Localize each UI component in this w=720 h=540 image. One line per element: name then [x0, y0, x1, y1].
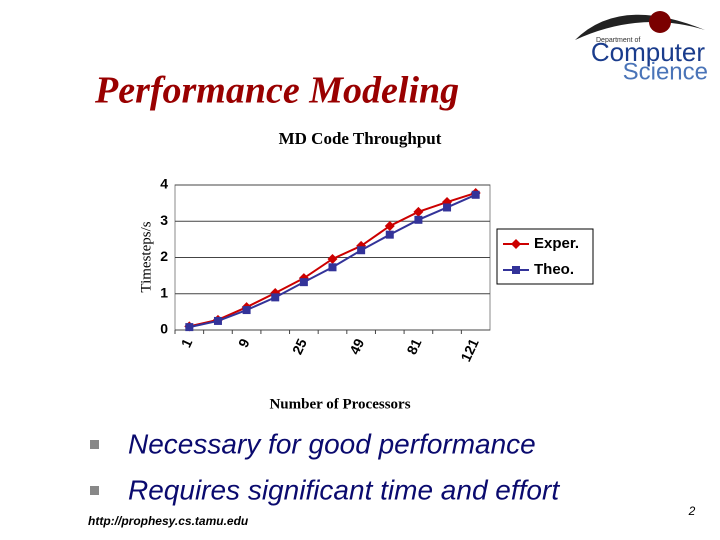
bullet-marker — [90, 486, 99, 495]
logo-text: Computer — [591, 37, 705, 67]
data-point — [271, 293, 280, 302]
x-tick-label: 81 — [403, 336, 424, 357]
data-point — [185, 323, 194, 332]
legend-label: Exper. — [534, 235, 579, 252]
legend-label: Theo. — [534, 261, 574, 278]
y-tick-label: 4 — [160, 176, 168, 192]
data-point — [242, 306, 251, 315]
slide-title: Performance Modeling — [94, 70, 459, 112]
logo-seal — [649, 11, 671, 33]
data-point — [471, 190, 480, 199]
data-point — [328, 263, 337, 272]
legend-marker — [512, 266, 520, 274]
bullet-marker — [90, 440, 99, 449]
data-point — [213, 316, 222, 325]
data-point — [413, 206, 424, 217]
y-tick-label: 3 — [160, 212, 168, 228]
x-axis-label: Number of Processors — [269, 396, 410, 412]
x-tick-label: 121 — [457, 336, 481, 364]
y-tick-label: 1 — [160, 284, 168, 300]
data-point — [299, 278, 308, 287]
bullet-text: Requires significant time and effort — [128, 474, 560, 505]
legend — [496, 228, 594, 285]
y-axis-label: Timesteps/s — [138, 221, 154, 292]
logo-text: Science — [623, 58, 708, 85]
data-point — [384, 220, 395, 231]
data-point — [414, 215, 423, 224]
data-point — [357, 246, 366, 255]
footer-url: http://prophesy.cs.tamu.edu — [88, 514, 249, 528]
chart-title: MD Code Throughput — [279, 129, 442, 148]
y-tick-label: 2 — [160, 248, 168, 264]
page-number: 2 — [688, 504, 696, 518]
x-tick-label: 1 — [178, 336, 196, 350]
data-point — [443, 203, 452, 212]
x-tick-label: 25 — [289, 336, 310, 357]
x-tick-label: 49 — [346, 336, 367, 357]
logo-swoosh — [575, 14, 705, 40]
data-point — [385, 230, 394, 239]
x-tick-label: 9 — [235, 336, 253, 350]
y-tick-label: 0 — [160, 321, 168, 337]
logo-text: Department of — [596, 37, 640, 44]
legend-marker — [511, 239, 521, 249]
data-point — [327, 253, 338, 264]
bullet-text: Necessary for good performance — [128, 428, 536, 459]
